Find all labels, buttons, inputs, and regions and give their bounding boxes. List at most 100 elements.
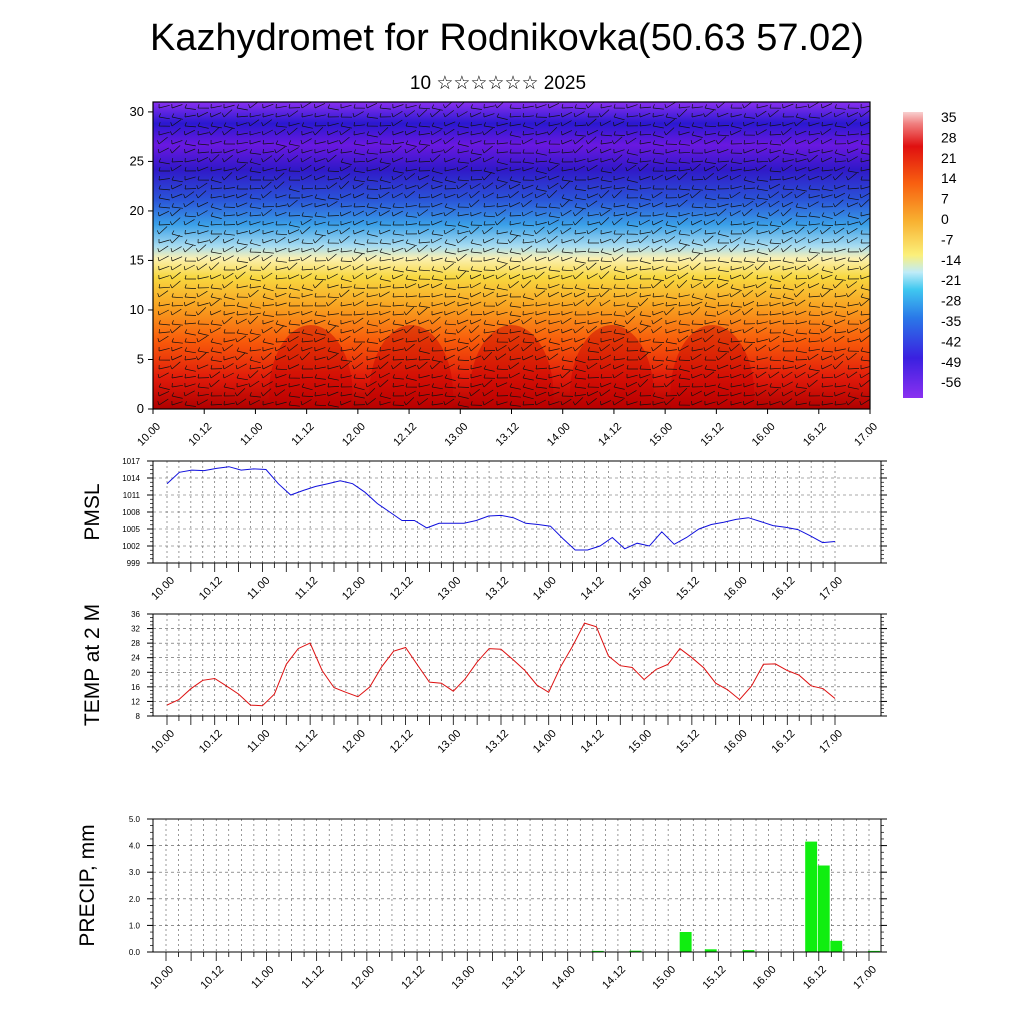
wind-barb: [327, 221, 340, 226]
wind-barb: [794, 363, 807, 370]
wind-barb: [795, 257, 808, 263]
wind-barb: [236, 175, 248, 181]
wind-barb: [586, 390, 599, 397]
wind-barb: [859, 217, 870, 226]
wind-barb: [769, 167, 782, 173]
wind-barb: [704, 211, 716, 217]
wind-barb: [612, 246, 625, 253]
wind-barb: [431, 212, 443, 217]
wind-barb: [327, 229, 339, 235]
wind-barb: [366, 230, 378, 237]
wind-barb: [586, 165, 598, 172]
wind-barb: [391, 119, 403, 127]
wind-barb: [379, 158, 391, 165]
wind-barb: [807, 273, 819, 280]
wind-barb: [418, 382, 430, 388]
wind-barb: [262, 346, 274, 352]
wind-barb: [483, 328, 495, 334]
wind-barb: [522, 221, 535, 227]
wind-barb: [431, 193, 443, 199]
wind-barb: [338, 289, 350, 298]
wind-barb: [808, 320, 821, 325]
wind-barb: [249, 283, 261, 289]
wind-barb: [834, 257, 846, 262]
wind-barb: [534, 192, 546, 199]
wind-barb: [704, 257, 717, 262]
wind-barb: [249, 220, 261, 226]
wind-barb: [795, 383, 807, 389]
wind-barb: [209, 299, 220, 307]
wind-barb: [456, 345, 469, 352]
wind-barb: [366, 149, 378, 155]
vertical-section-y-tick-label: 10: [130, 302, 144, 317]
wind-barb: [327, 121, 339, 127]
wind-barb: [418, 275, 431, 280]
wind-barb: [768, 191, 780, 199]
wind-barb: [171, 113, 183, 120]
wind-barb: [221, 316, 233, 325]
wind-barb: [845, 289, 857, 298]
precip-x-tick-label: 13.12: [500, 964, 528, 992]
wind-barb: [301, 193, 313, 199]
wind-barb: [794, 282, 806, 289]
wind-barb: [795, 329, 808, 335]
wind-barb: [184, 112, 196, 118]
wind-barb: [444, 203, 456, 211]
wind-barb: [158, 158, 170, 165]
wind-barb: [184, 401, 196, 407]
wind-barb: [340, 328, 352, 334]
wind-barb: [703, 219, 715, 226]
wind-barb: [678, 374, 690, 380]
wind-barb: [808, 401, 821, 406]
wind-barb: [768, 245, 780, 253]
wind-barb: [509, 230, 521, 237]
wind-barb: [717, 257, 729, 263]
wind-barb: [587, 211, 599, 217]
wind-barb: [496, 284, 508, 291]
wind-barb: [352, 317, 364, 325]
wind-barb: [768, 388, 779, 397]
wind-barb: [353, 311, 365, 316]
precip-x-tick-label: 10.00: [148, 964, 176, 992]
wind-barb: [535, 311, 547, 316]
wind-barb: [611, 235, 623, 244]
wind-barb: [392, 103, 404, 109]
wind-barb: [457, 338, 469, 345]
wind-barb: [470, 401, 483, 406]
wind-barb: [704, 203, 717, 209]
wind-barb: [717, 275, 729, 282]
wind-barb: [847, 392, 859, 400]
vertical-section-y-tick-label: 25: [130, 153, 144, 168]
wind-barb: [743, 140, 755, 145]
wind-barb: [197, 383, 209, 389]
wind-barb: [262, 301, 274, 307]
wind-barb: [184, 122, 197, 128]
wind-barb: [586, 227, 598, 235]
wind-barb: [236, 374, 248, 381]
wind-barb: [521, 138, 533, 145]
wind-barb: [496, 382, 508, 388]
wind-barb: [626, 265, 638, 271]
wind-barb: [301, 346, 313, 352]
wind-barb: [704, 311, 716, 317]
wind-barb: [353, 338, 365, 343]
wind-barb: [197, 320, 210, 325]
wind-barb: [535, 203, 548, 208]
wind-barb: [691, 211, 703, 217]
wind-barb: [236, 283, 248, 289]
wind-barb: [795, 149, 807, 157]
wind-barb: [274, 146, 286, 154]
wind-barb: [665, 247, 677, 253]
wind-barb: [444, 185, 457, 190]
wind-barb: [846, 172, 857, 181]
wind-barb: [639, 275, 652, 280]
wind-barb: [572, 145, 584, 154]
pmsl-x-tick-label: 12.12: [388, 575, 416, 603]
pmsl-x-tick-label: 11.00: [245, 575, 272, 602]
wind-barb: [846, 156, 858, 163]
wind-barb: [743, 356, 755, 363]
wind-barb: [794, 237, 806, 244]
wind-barb: [429, 361, 441, 370]
wind-barb: [559, 199, 571, 208]
wind-barb: [782, 103, 794, 109]
